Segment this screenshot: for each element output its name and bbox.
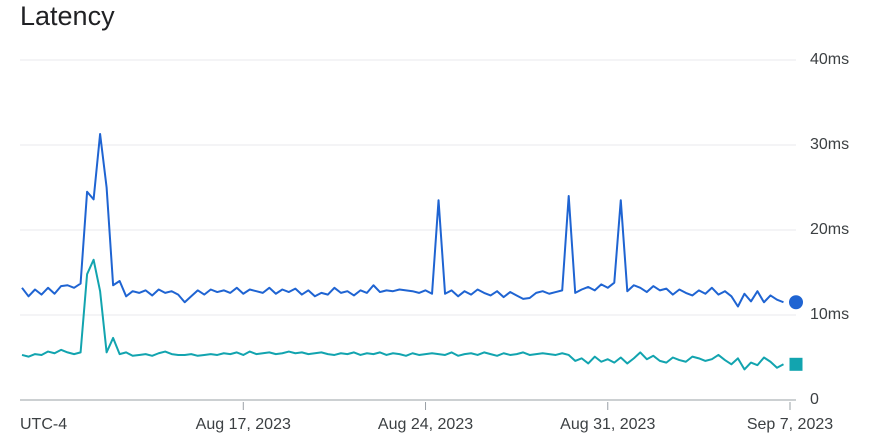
timezone-label: UTC-4 bbox=[20, 416, 67, 433]
series-line bbox=[21, 258, 784, 371]
x-tick-label: Sep 7, 2023 bbox=[747, 416, 833, 433]
y-tick-label: 10ms bbox=[810, 306, 849, 323]
y-tick-label: 40ms bbox=[810, 51, 849, 68]
x-tick-label: Aug 17, 2023 bbox=[196, 416, 291, 433]
y-tick-label: 20ms bbox=[810, 221, 849, 238]
y-tick-label: 30ms bbox=[810, 136, 849, 153]
x-tick-label: Aug 24, 2023 bbox=[378, 416, 473, 433]
series-end-marker bbox=[789, 357, 803, 371]
series-line bbox=[21, 132, 784, 308]
x-tick-label: Aug 31, 2023 bbox=[560, 416, 655, 433]
y-tick-label: 0 bbox=[810, 391, 819, 408]
series-end-marker bbox=[789, 295, 803, 310]
chart-title: Latency bbox=[20, 1, 115, 31]
